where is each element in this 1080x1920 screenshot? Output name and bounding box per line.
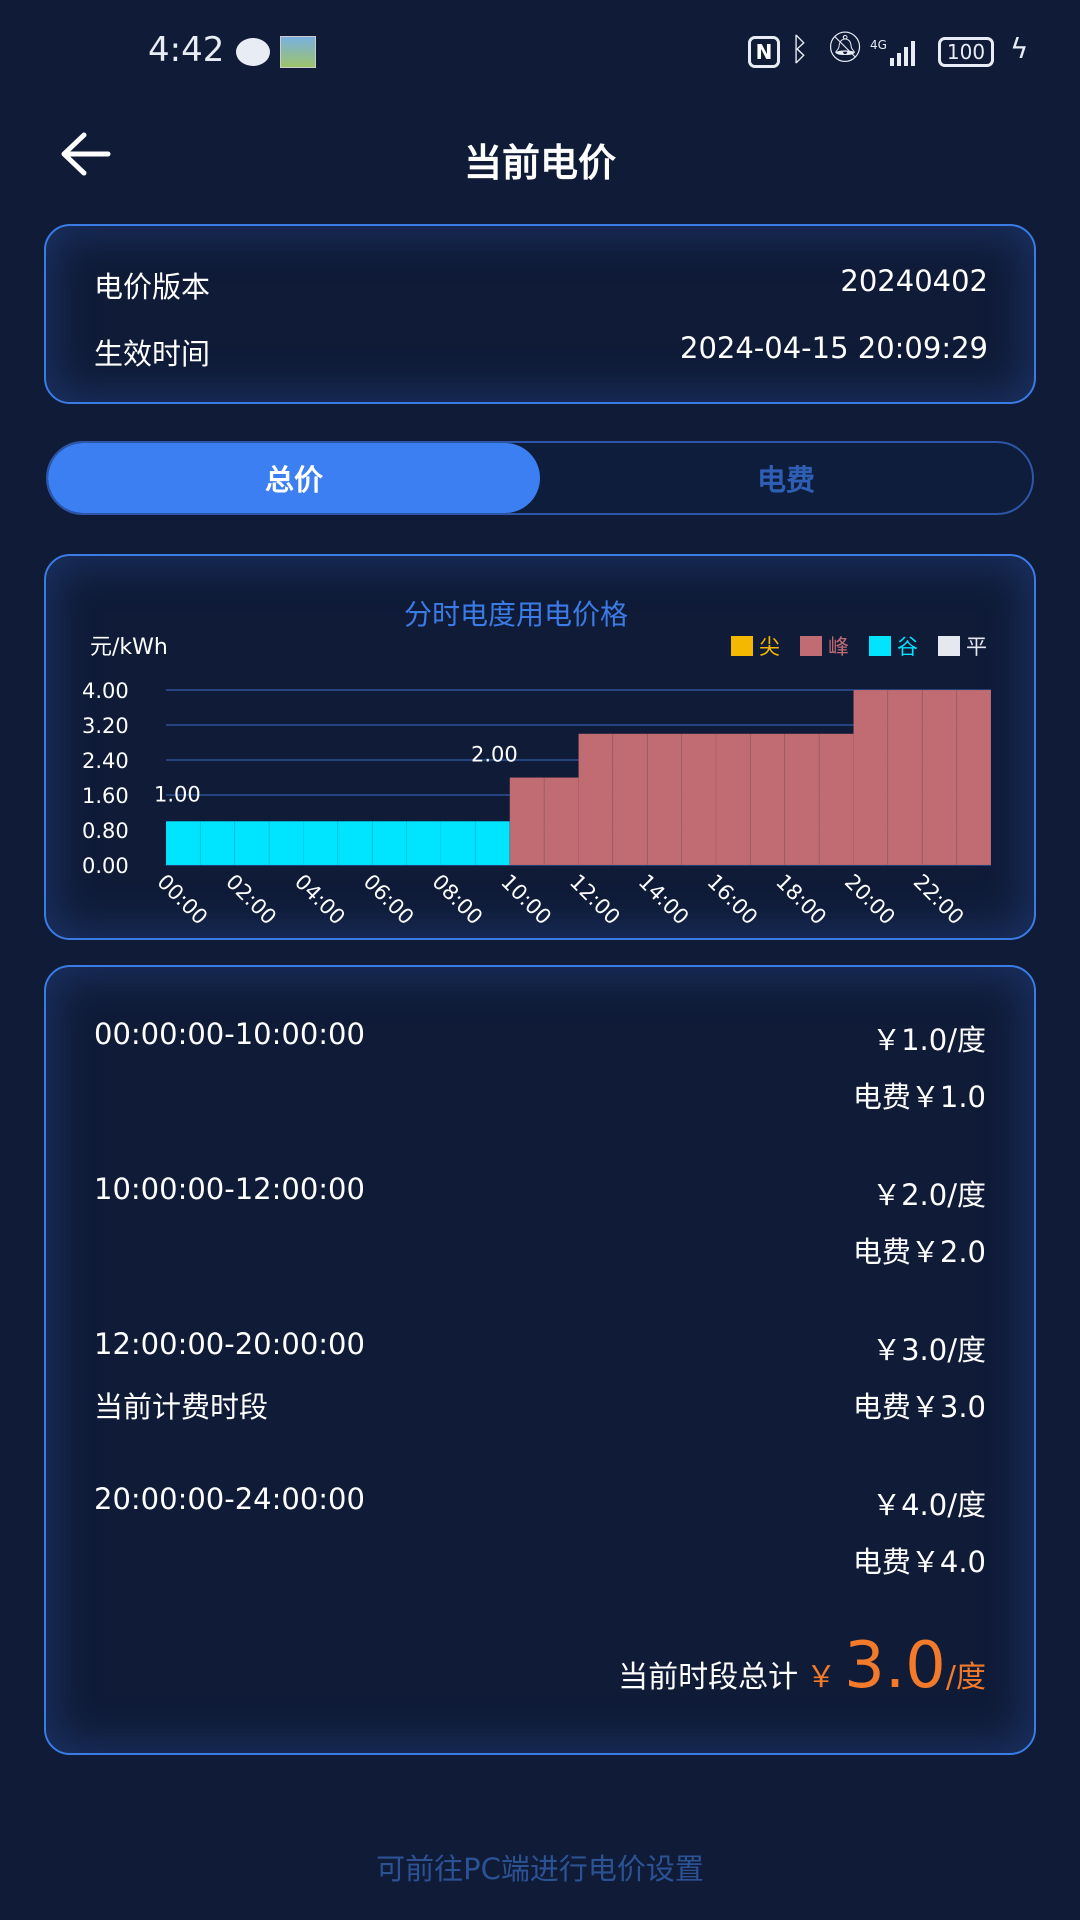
price-bar [715, 733, 751, 866]
legend-swatch [869, 636, 891, 656]
x-tick-label: 14:00 [634, 870, 694, 930]
period-unit-price: ￥1.0/度 [872, 1023, 986, 1057]
tab-electricity-fee[interactable]: 电费 [756, 463, 815, 497]
period-fee: 电费￥4.0 [852, 1545, 986, 1579]
price-bar [337, 820, 373, 866]
chart-title: 分时电度用电价格 [404, 598, 628, 631]
bell-muted-icon: 🔕︎ [826, 30, 865, 65]
total-currency: ￥ [806, 1660, 837, 1695]
y-tick-label: 2.40 [82, 749, 129, 773]
x-tick-label: 06:00 [359, 870, 419, 930]
price-bar [440, 820, 476, 866]
x-tick-label: 12:00 [565, 870, 625, 930]
price-bar [509, 777, 545, 866]
y-axis-unit: 元/kWh [90, 635, 168, 660]
signal-4g-icon: 4G [870, 36, 924, 68]
price-bar [371, 820, 408, 866]
legend-label: 尖 [759, 635, 780, 659]
price-bar [887, 689, 923, 866]
current-period-label: 当前计费时段 [94, 1390, 269, 1424]
price-bar [303, 820, 339, 866]
price-bar [234, 820, 270, 866]
price-bar [818, 733, 854, 866]
pc-settings-hint: 可前往PC端进行电价设置 [376, 1852, 704, 1886]
period-range: 10:00:00-12:00:00 [94, 1172, 365, 1206]
x-tick-label: 20:00 [840, 870, 900, 930]
app-thumbnail-icon [280, 36, 316, 68]
price-chart: 分时电度用电价格 元/kWh 尖 峰 谷 平 0.00 0.80 1.60 2.40 3.20… [82, 598, 992, 930]
y-tick-label: 1.60 [82, 784, 129, 808]
period-unit-price: ￥3.0/度 [872, 1333, 986, 1367]
price-bar [543, 777, 579, 866]
legend-swatch [800, 636, 822, 656]
effective-time-value: 2024-04-15 20:09:29 [680, 331, 988, 365]
price-version-card: 电价版本 20240402 生效时间 2024-04-15 20:09:29 [44, 224, 1036, 404]
x-tick-label: 18:00 [771, 870, 831, 930]
price-bar [921, 689, 958, 866]
current-total: 当前时段总计 ￥ 3.0 /度 [618, 1629, 986, 1703]
data-label: 1.00 [154, 782, 201, 806]
period-fee: 电费￥3.0 [852, 1390, 986, 1424]
version-label: 电价版本 [94, 270, 211, 304]
price-bar [474, 820, 511, 866]
y-tick-label: 4.00 [82, 679, 129, 703]
x-tick-label: 02:00 [221, 870, 281, 930]
price-bar [681, 733, 717, 866]
price-bar [646, 733, 683, 866]
price-bar [268, 820, 304, 866]
x-tick-label: 08:00 [427, 870, 487, 930]
bluetooth-icon: ᛒ [790, 30, 810, 68]
x-tick-label: 04:00 [290, 870, 350, 930]
message-icon [236, 38, 270, 66]
period-unit-price: ￥4.0/度 [872, 1488, 986, 1522]
y-tick-label: 0.00 [82, 854, 129, 878]
legend-label: 谷 [897, 635, 918, 659]
price-bar [199, 820, 236, 866]
arrow-left-icon [61, 132, 111, 176]
page-title: 当前电价 [463, 141, 616, 185]
x-tick-label: 22:00 [909, 870, 969, 930]
price-bar [612, 733, 648, 866]
period-fee: 电费￥2.0 [852, 1235, 986, 1269]
price-bar [749, 733, 786, 866]
battery-indicator: 100 [938, 37, 994, 67]
charging-icon: ϟ [1010, 32, 1029, 65]
total-unit: /度 [945, 1660, 986, 1695]
price-bar [784, 733, 820, 866]
period-range: 00:00:00-10:00:00 [94, 1017, 365, 1051]
x-tick-label: 16:00 [702, 870, 762, 930]
y-tick-label: 3.20 [82, 714, 129, 738]
view-tabs: 总价 电费 [46, 441, 1034, 515]
total-value: 3.0 [844, 1629, 946, 1703]
back-button[interactable] [58, 130, 112, 178]
period-range: 20:00:00-24:00:00 [94, 1482, 365, 1516]
price-bar [853, 689, 889, 866]
y-tick-label: 0.80 [82, 819, 129, 843]
legend-label: 平 [966, 635, 987, 659]
price-bar [956, 689, 992, 866]
price-bar [406, 820, 442, 866]
legend-swatch [938, 636, 960, 656]
tab-total-price[interactable]: 总价 [48, 443, 540, 513]
x-tick-label: 00:00 [152, 870, 212, 930]
nfc-icon: N [748, 36, 780, 68]
x-tick-label: 10:00 [496, 870, 556, 930]
periods-card: 00:00:00-10:00:00 ￥1.0/度 电费￥1.0 10:00:00-… [44, 965, 1036, 1755]
period-fee: 电费￥1.0 [852, 1080, 986, 1114]
data-label: 2.00 [471, 743, 518, 767]
effective-time-label: 生效时间 [94, 337, 211, 371]
status-time: 4:42 [148, 30, 225, 70]
period-range: 12:00:00-20:00:00 [94, 1327, 365, 1361]
price-bar [165, 820, 201, 866]
total-label: 当前时段总计 [618, 1660, 799, 1695]
chart-card: 分时电度用电价格 元/kWh 尖 峰 谷 平 0.00 0.80 1.60 2.40 3.20… [44, 554, 1036, 940]
legend-swatch [731, 636, 753, 656]
svg-text:4G: 4G [870, 38, 887, 52]
price-bar [578, 733, 614, 866]
period-unit-price: ￥2.0/度 [872, 1178, 986, 1212]
legend-label: 峰 [828, 635, 849, 659]
version-value: 20240402 [840, 264, 988, 298]
